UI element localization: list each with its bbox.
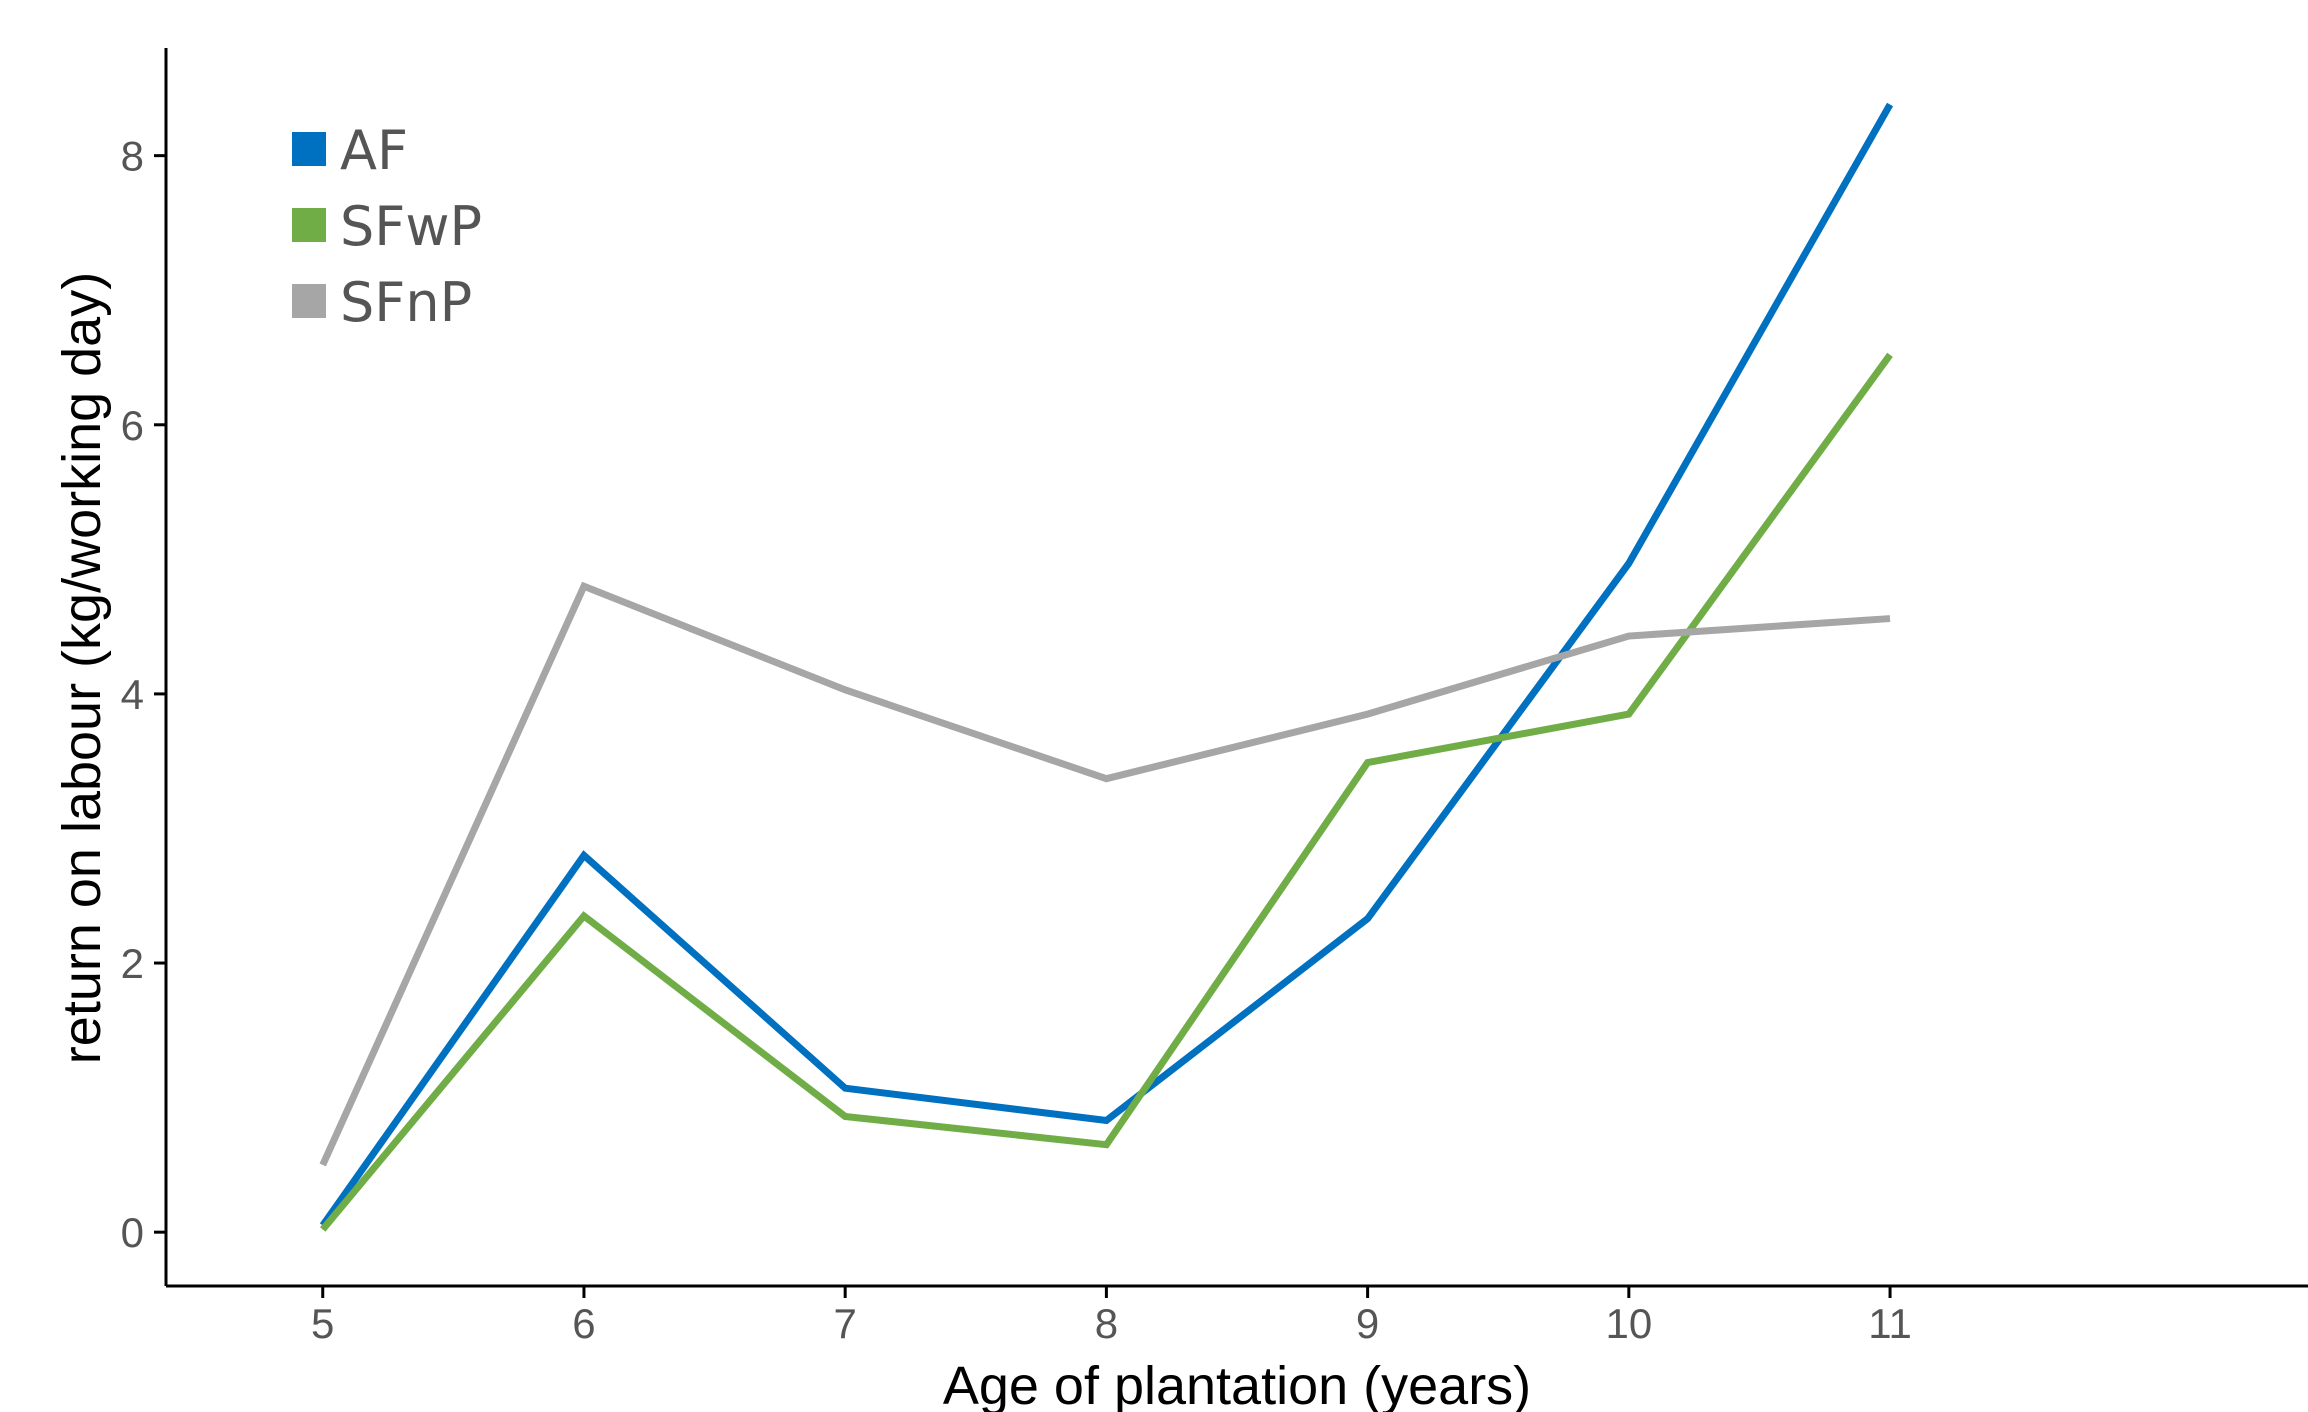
legend-swatch-sfnp xyxy=(292,284,326,318)
series-lines xyxy=(319,102,1894,1232)
y-axis-title: return on labour (kg/working day) xyxy=(52,272,112,1064)
x-tick-group: 5 6 7 8 9 10 11 xyxy=(311,1286,1912,1347)
x-tick-label: 9 xyxy=(1356,1300,1379,1347)
x-tick-label: 10 xyxy=(1605,1300,1652,1347)
series-line-sfwp xyxy=(320,352,1893,1232)
x-tick-label: 7 xyxy=(833,1300,856,1347)
legend-label-af: AF xyxy=(340,119,408,182)
y-tick-group: 0 2 4 6 8 xyxy=(121,133,166,1256)
legend-label-sfnp: SFnP xyxy=(340,271,472,334)
y-tick-label: 0 xyxy=(121,1209,144,1256)
legend-label-sfwp: SFwP xyxy=(340,195,482,258)
x-tick-label: 6 xyxy=(572,1300,595,1347)
y-tick-label: 8 xyxy=(121,133,144,180)
x-axis-title: Age of plantation (years) xyxy=(943,1356,1531,1412)
legend-swatch-af xyxy=(292,132,326,166)
series-line-af xyxy=(319,102,1894,1228)
legend: AF SFwP SFnP xyxy=(292,119,482,334)
x-tick-label: 8 xyxy=(1095,1300,1118,1347)
x-tick-label: 5 xyxy=(311,1300,334,1347)
y-axis: 0 2 4 6 8 xyxy=(121,48,168,1286)
legend-swatch-sfwp xyxy=(292,208,326,242)
x-axis: 5 6 7 8 9 10 11 xyxy=(166,1284,2308,1347)
y-tick-label: 6 xyxy=(121,402,144,449)
y-tick-label: 4 xyxy=(121,671,144,718)
series-line-sfnp xyxy=(319,581,1891,1167)
y-tick-label: 2 xyxy=(121,940,144,987)
x-tick-label: 11 xyxy=(1868,1300,1912,1347)
